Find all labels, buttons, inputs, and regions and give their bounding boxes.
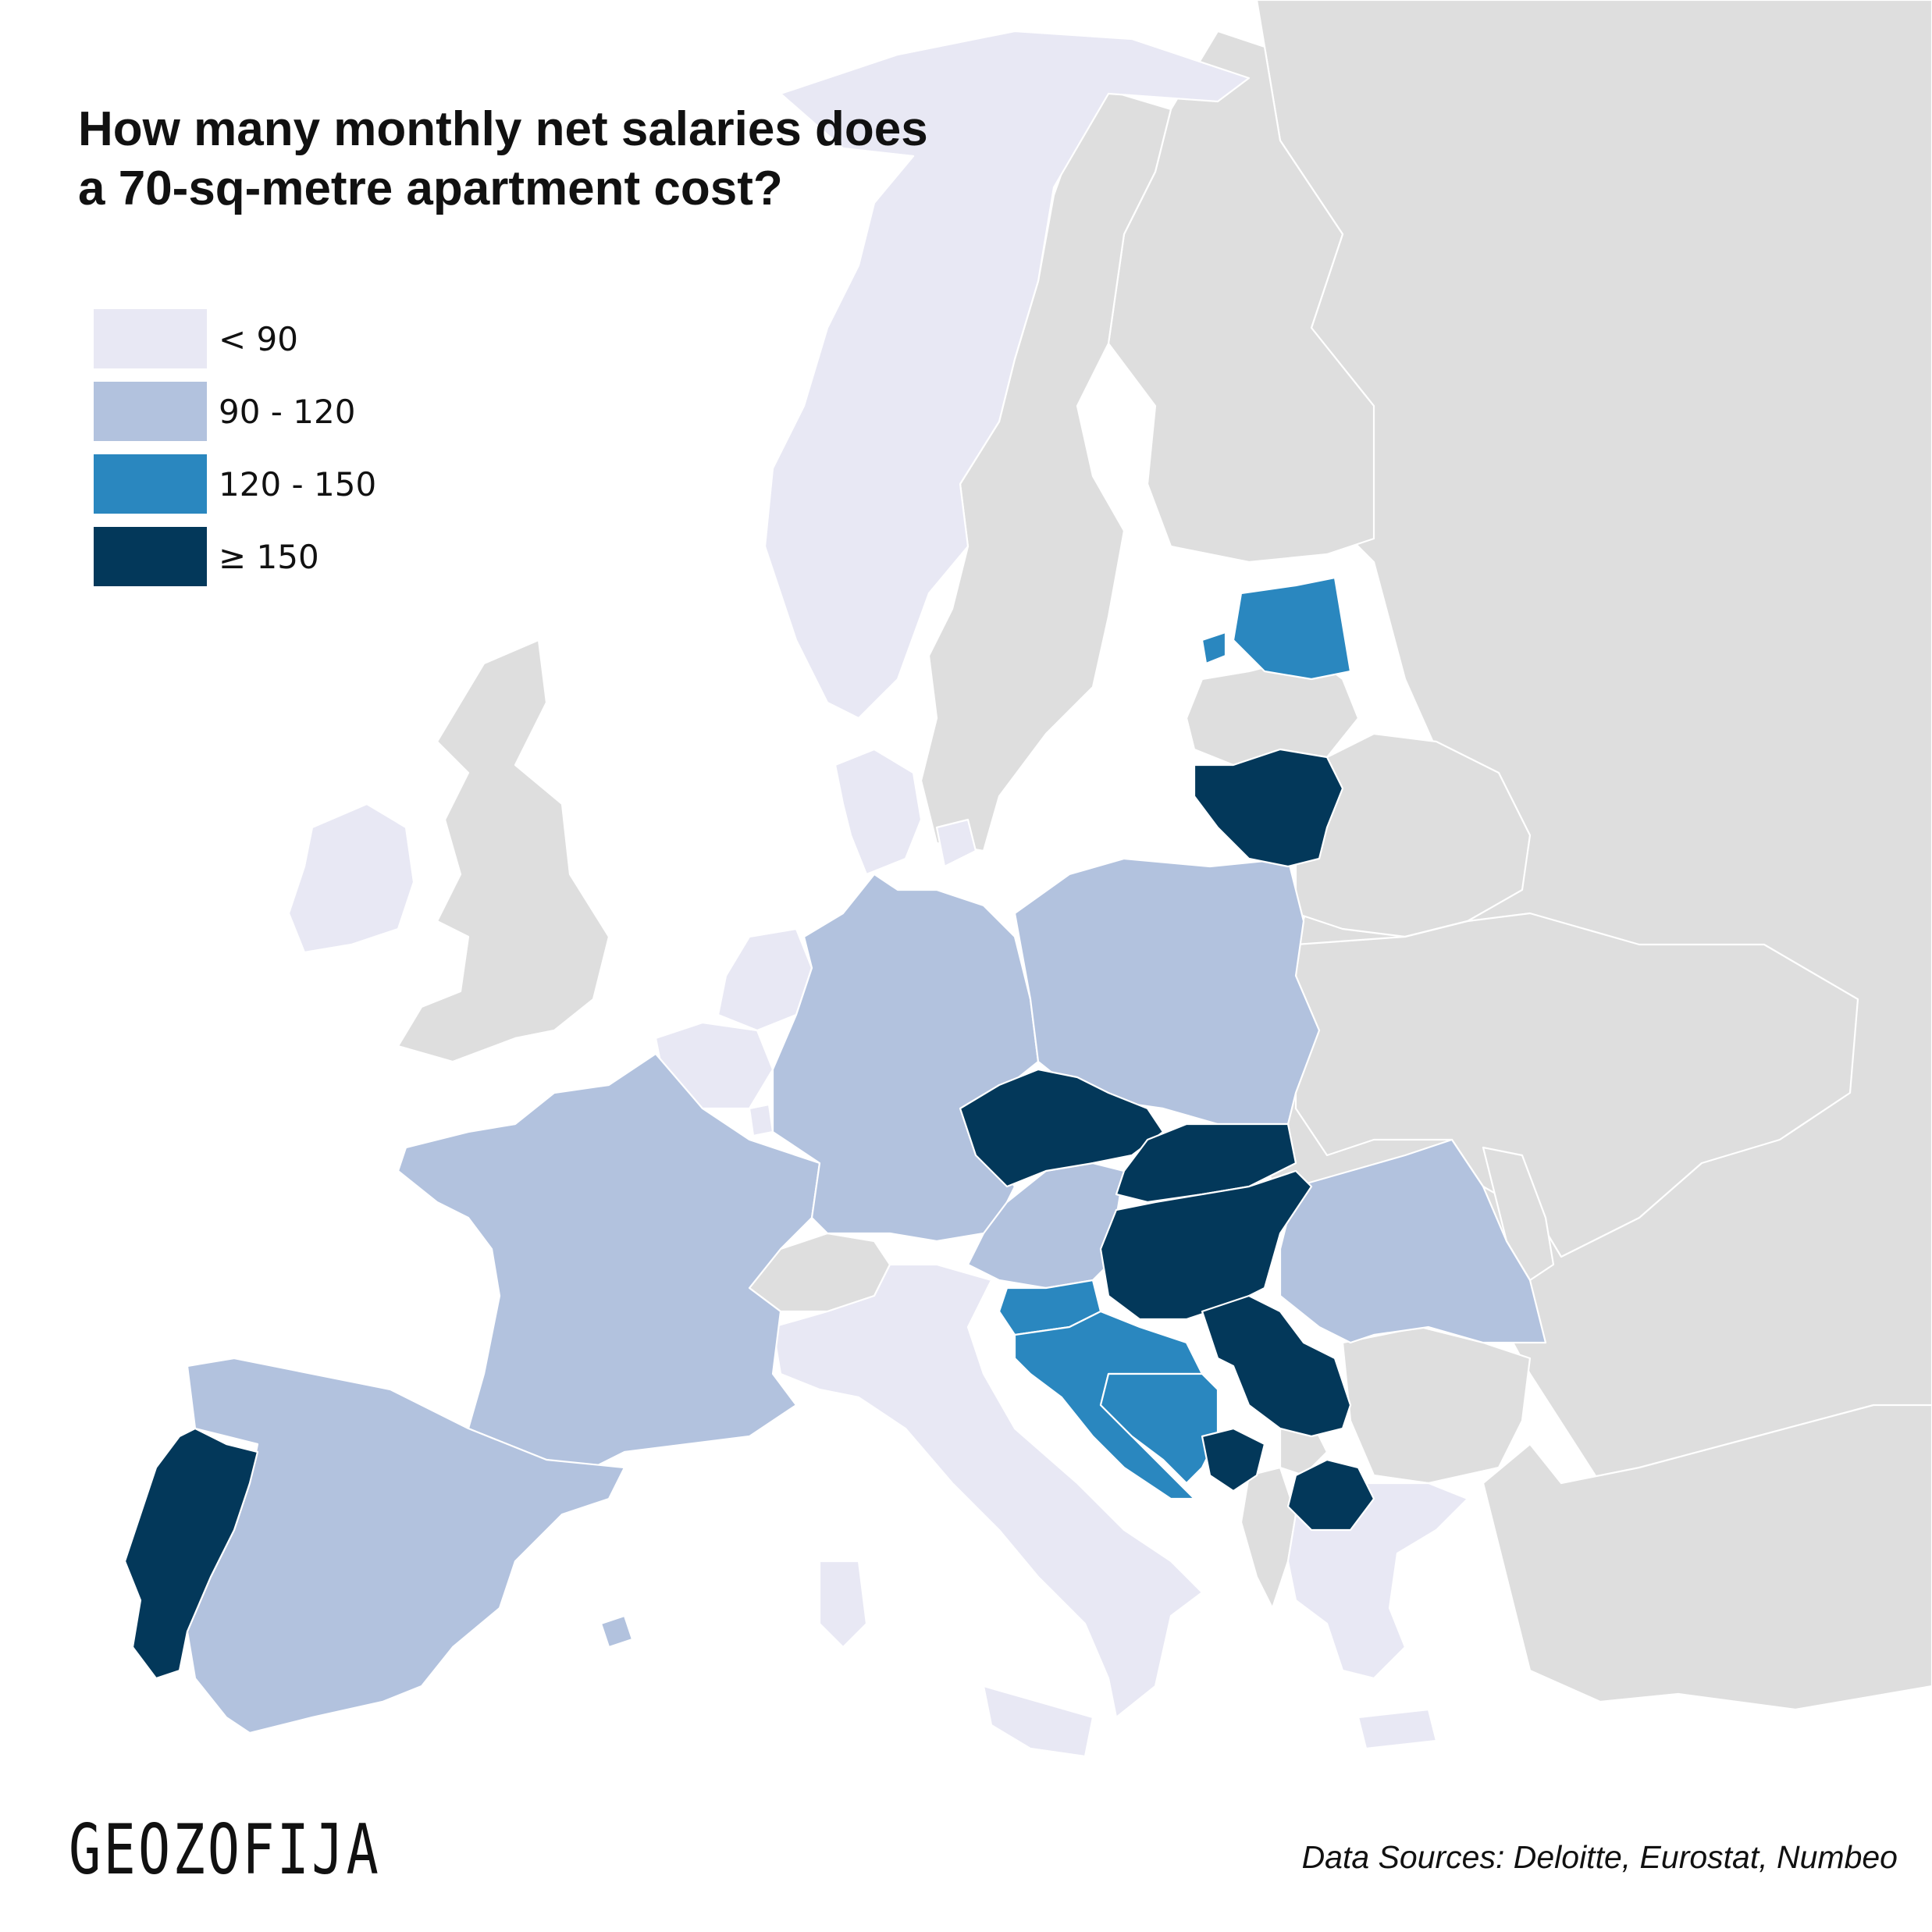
country-montenegro[interactable] xyxy=(1201,1427,1266,1493)
country-germany[interactable] xyxy=(771,873,1040,1243)
map-title: How many monthly net salaries does a 70-… xyxy=(78,102,928,215)
country-ukraine[interactable] xyxy=(1294,912,1859,1258)
country-bosnia-and-herzegovina[interactable] xyxy=(1099,1372,1219,1485)
country-norway[interactable] xyxy=(763,30,1251,720)
legend-label: ≥ 150 xyxy=(219,538,319,576)
legend-label: < 90 xyxy=(219,320,298,358)
legend-swatch xyxy=(94,309,207,368)
legend-swatch xyxy=(94,382,207,441)
legend-label: 120 - 150 xyxy=(219,465,377,503)
country-denmark[interactable] xyxy=(834,748,977,876)
country-serbia[interactable] xyxy=(1201,1294,1352,1438)
legend-swatch xyxy=(94,454,207,514)
brand-logo: GEOZOFIJA xyxy=(69,1809,382,1890)
legend-swatch xyxy=(94,527,207,586)
country-lithuania[interactable] xyxy=(1193,748,1344,868)
country-united-kingdom[interactable] xyxy=(397,639,610,1063)
country-greece[interactable] xyxy=(1286,1482,1469,1750)
country-luxembourg[interactable] xyxy=(748,1103,774,1137)
country-ireland[interactable] xyxy=(287,802,415,954)
country-bulgaria[interactable] xyxy=(1341,1325,1532,1485)
country-netherlands[interactable] xyxy=(717,927,813,1032)
country-france[interactable] xyxy=(397,1052,821,1469)
country-slovakia[interactable] xyxy=(1115,1123,1297,1204)
country-turkey[interactable] xyxy=(1482,1404,1932,1711)
country-romania[interactable] xyxy=(1279,1138,1547,1344)
country-portugal[interactable] xyxy=(123,1427,259,1680)
country-czechia[interactable] xyxy=(959,1068,1165,1188)
legend-label: 90 - 120 xyxy=(219,393,356,431)
country-italy[interactable] xyxy=(771,1263,1204,1758)
data-sources: Data Sources: Deloitte, Eurostat, Numbeo xyxy=(1301,1839,1898,1875)
country-hungary[interactable] xyxy=(1099,1169,1313,1321)
country-estonia[interactable] xyxy=(1201,576,1352,681)
country-albania[interactable] xyxy=(1240,1466,1297,1610)
country-north-macedonia[interactable] xyxy=(1286,1458,1375,1532)
